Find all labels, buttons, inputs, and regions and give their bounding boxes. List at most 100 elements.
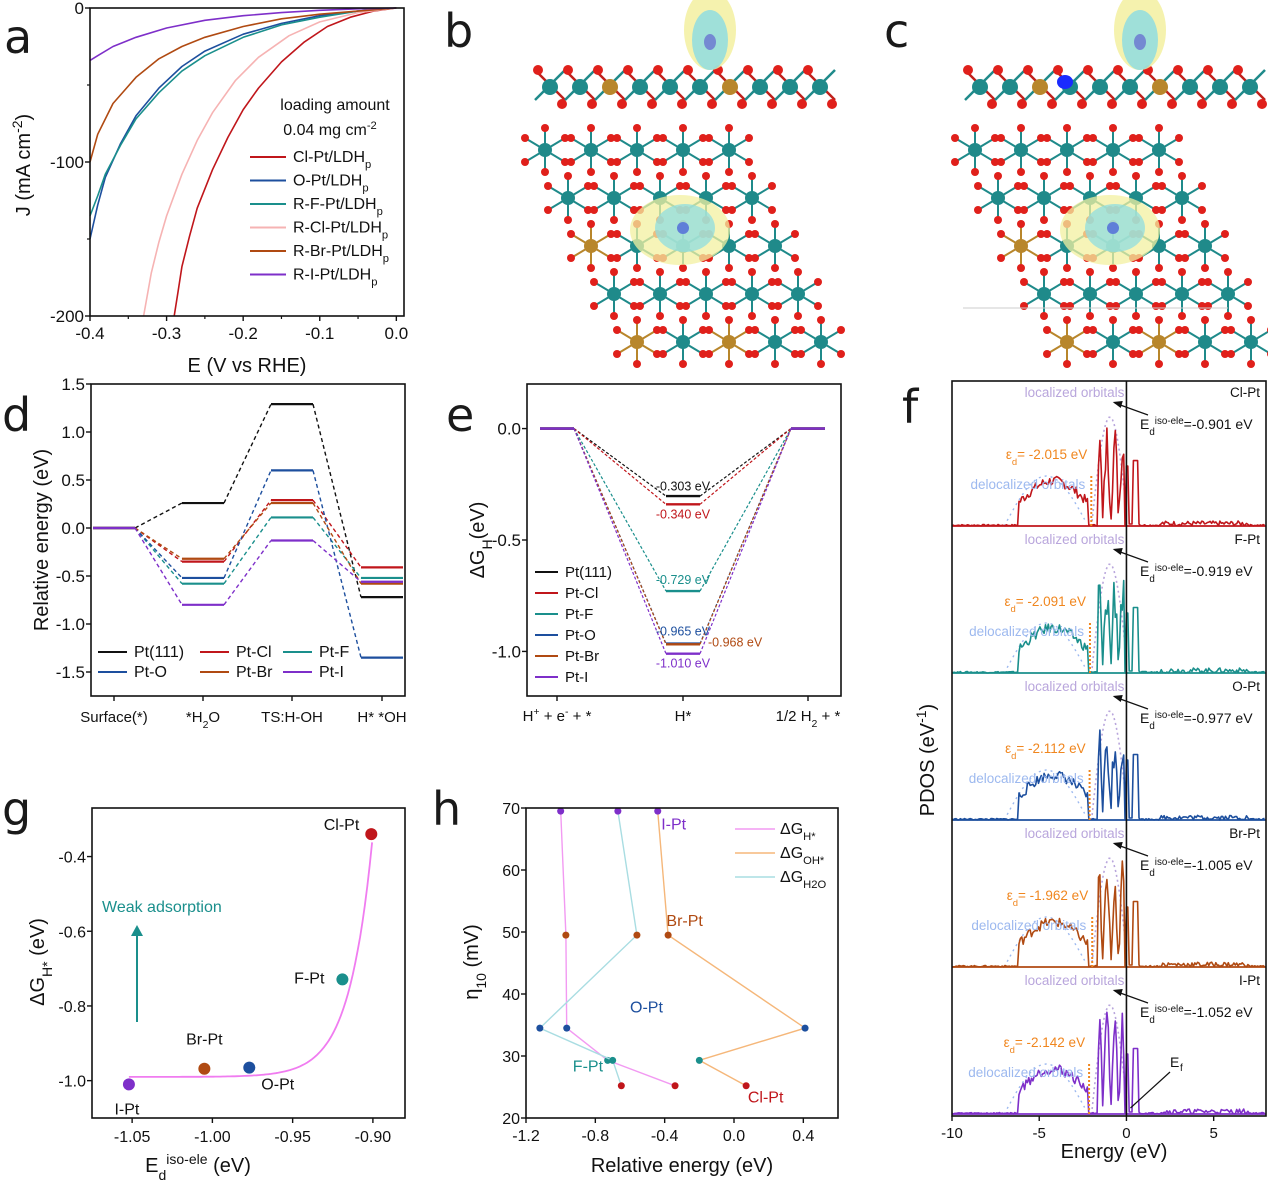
oxygen-atom (1089, 134, 1097, 142)
oxygen-atom (1137, 99, 1147, 109)
oxygen-atom (683, 65, 693, 75)
oxygen-atom (587, 124, 595, 132)
oxygen-atom (587, 264, 595, 272)
gold-metal-atom (1014, 239, 1028, 253)
oxygen-atom (623, 65, 633, 75)
d-band-center-label: εd= -2.142 eV (1004, 1035, 1085, 1056)
oxygen-atom (997, 230, 1005, 238)
oxygen-atom (1106, 182, 1114, 190)
oxygen-atom (974, 206, 982, 214)
oxygen-atom (633, 264, 641, 272)
oxygen-atom (722, 206, 730, 214)
localized-envelope-o-pt (1090, 710, 1128, 821)
legend-label: ΔGOH* (780, 845, 825, 867)
legend-label: R-F-Pt/LDHp (293, 196, 383, 218)
oxygen-atom (951, 134, 959, 142)
oxygen-atom (1037, 158, 1045, 166)
oxygen-atom (1198, 182, 1206, 190)
legend-label: ΔGH2O (780, 869, 826, 891)
oxygen-atom (997, 254, 1005, 262)
oxygen-atom (1175, 134, 1183, 142)
x-axis-label: E (V vs RHE) (188, 355, 307, 377)
oxygen-atom (1175, 158, 1183, 166)
adsorbate-atom (1134, 34, 1146, 50)
oxygen-atom (1227, 99, 1237, 109)
point-label: I-Pt (114, 1101, 139, 1118)
oxygen-atom (1109, 168, 1117, 176)
y-tick-label: 1.0 (61, 423, 85, 442)
data-point-i-pt (122, 1078, 135, 1091)
oxygen-atom (1083, 326, 1091, 334)
legend-label: Pt-F (319, 644, 349, 661)
oxygen-atom (1109, 264, 1117, 272)
annotation-loading-value: 0.04 mg cm-2 (283, 120, 377, 139)
oxygen-atom (593, 65, 603, 75)
oxygen-atom (737, 99, 747, 109)
arrow-head (1112, 401, 1123, 408)
adsorbate-atom (677, 222, 689, 234)
y-tick-label: -0.5 (492, 531, 521, 550)
connector-pt-i (699, 428, 792, 654)
oxygen-atom (814, 302, 822, 310)
legend-label: Pt-Br (236, 664, 273, 681)
oxygen-atom (613, 158, 621, 166)
legend-label: R-Br-Pt/LDHp (293, 243, 389, 265)
oxygen-atom (610, 268, 618, 276)
gold-metal-atom (1060, 335, 1074, 349)
oxygen-atom (773, 65, 783, 75)
data-point-br-pt (562, 931, 570, 939)
y-axis-label: ΔGH* (eV) (27, 918, 55, 1006)
oxygen-atom (1089, 326, 1097, 334)
oxygen-atom (679, 168, 687, 176)
oxygen-atom (1158, 278, 1166, 286)
oxygen-atom (630, 182, 638, 190)
connector-pt-111- (699, 428, 792, 497)
gold-metal-atom (602, 79, 618, 95)
oxygen-atom (1043, 326, 1051, 334)
value-label: -1.010 eV (656, 657, 711, 671)
oxygen-atom (617, 99, 627, 109)
oxygen-atom (1014, 182, 1022, 190)
oxygen-atom (1173, 65, 1183, 75)
y-tick-label: 50 (502, 925, 520, 942)
teal-metal-atom (662, 79, 678, 95)
oxygen-atom (1132, 268, 1140, 276)
oxygen-atom (1152, 206, 1160, 214)
y-axis-label: Relative energy (eV) (31, 449, 53, 631)
teal-metal-atom (768, 335, 782, 349)
oxygen-atom (1066, 182, 1074, 190)
oxygen-atom (590, 302, 598, 310)
oxygen-atom (1077, 99, 1087, 109)
oxygen-atom (803, 65, 813, 75)
oxygen-atom (633, 168, 641, 176)
legend-label: Pt-Br (565, 648, 599, 665)
oxygen-atom (613, 230, 621, 238)
panel-name-f-pt: F-Pt (1235, 532, 1261, 547)
data-point-cl-pt (671, 1082, 679, 1090)
oxygen-atom (682, 182, 690, 190)
delocalized-label: delocalized orbitals (971, 918, 1086, 933)
teal-metal-atom (630, 143, 644, 157)
structure-b (521, 0, 845, 368)
legend-label: Pt-O (565, 627, 596, 644)
oxygen-atom (702, 312, 710, 320)
oxygen-atom (1152, 278, 1160, 286)
teal-metal-atom (1244, 335, 1258, 349)
oxygen-atom (1043, 350, 1051, 358)
oxygen-atom (584, 206, 592, 214)
x-axis-label: Ediso-ele (eV) (145, 1151, 251, 1181)
oxygen-atom (751, 350, 759, 358)
oxygen-atom (1203, 65, 1213, 75)
oxygen-atom (533, 65, 543, 75)
data-point-br-pt (633, 931, 641, 939)
adsorbate-atom (1107, 222, 1119, 234)
gold-metal-atom (722, 79, 738, 95)
oxygen-atom (1155, 168, 1163, 176)
teal-metal-atom (584, 143, 598, 157)
connector-pt-111- (312, 403, 362, 598)
y-tick-label: -1.0 (56, 615, 85, 634)
oxygen-atom (521, 134, 529, 142)
oxygen-atom (557, 99, 567, 109)
